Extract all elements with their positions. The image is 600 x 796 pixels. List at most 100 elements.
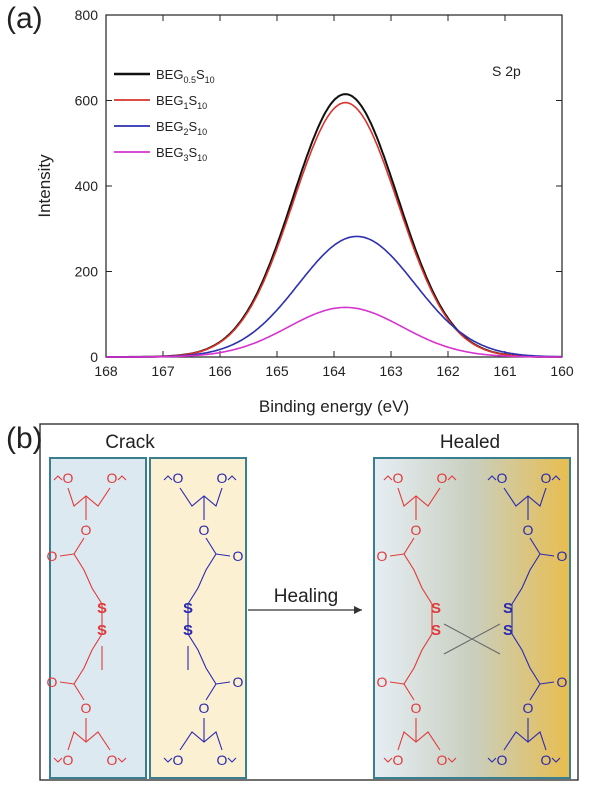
- bond-line: [447, 475, 457, 481]
- crack-right-polymer-box: [149, 457, 247, 779]
- bond-line: [163, 475, 173, 481]
- oxygen-atom: O: [81, 700, 92, 716]
- x-tick-label: 160: [550, 363, 574, 379]
- x-axis: 168 167 166 165 164 163 162 161 160: [94, 15, 574, 379]
- bond-line: [73, 633, 103, 701]
- bond-line: [389, 553, 405, 557]
- bond-line: [383, 757, 393, 763]
- y-tick-label: 600: [75, 93, 99, 109]
- sulfur-atom: S: [183, 600, 193, 617]
- oxygen-atom: O: [173, 752, 184, 768]
- oxygen-atom: O: [199, 700, 210, 716]
- oxygen-atom: O: [437, 470, 448, 486]
- oxygen-atom: O: [523, 700, 534, 716]
- healed-title: Healed: [440, 432, 500, 453]
- oxygen-atom: O: [47, 674, 58, 690]
- oxygen-atom: O: [173, 470, 184, 486]
- bond-line: [389, 681, 405, 685]
- bond-line: [163, 757, 173, 763]
- x-tick-label: 165: [265, 363, 289, 379]
- bond-line: [539, 681, 555, 685]
- bond-line: [227, 757, 237, 763]
- oxygen-atom: O: [411, 522, 422, 538]
- oxygen-atom: O: [81, 522, 92, 538]
- sulfur-atom: S: [97, 600, 107, 617]
- legend-entry: BEG2S10: [156, 119, 207, 137]
- bond-line: [511, 633, 541, 701]
- bond-line: [447, 757, 457, 763]
- bond-line: [487, 757, 497, 763]
- series-line-2: [106, 101, 562, 358]
- oxygen-atom: O: [63, 752, 74, 768]
- x-tick-label: 167: [151, 363, 175, 379]
- oxygen-atom: O: [107, 752, 118, 768]
- oxygen-atom: O: [411, 700, 422, 716]
- oxygen-atom: O: [199, 522, 210, 538]
- oxygen-atom: O: [393, 752, 404, 768]
- y-tick-label: 200: [75, 264, 99, 280]
- bond-line: [73, 537, 103, 605]
- x-tick-label: 164: [322, 363, 346, 379]
- y-axis: 0 200 400 600 800: [75, 7, 562, 365]
- bond-line: [117, 475, 127, 481]
- y-tick-label: 0: [90, 349, 98, 365]
- sulfur-atom: S: [431, 622, 441, 639]
- legend-entry: BEG1S10: [156, 93, 207, 111]
- oxygen-atom: O: [541, 752, 552, 768]
- healed-red-chain: O O O O S O O O O S: [377, 470, 501, 768]
- healing-scheme: Crack Healed O O O O S O O O O S O O O O S O O O O S O O O O S…: [39, 423, 579, 781]
- bond-line: [215, 553, 231, 557]
- legend: BEG0.5S10 BEG1S10 BEG2S10 BEG3S10: [114, 67, 215, 163]
- oxygen-atom: O: [393, 470, 404, 486]
- sulfur-atom: S: [503, 622, 513, 639]
- x-tick-label: 162: [436, 363, 460, 379]
- crack-title: Crack: [105, 432, 155, 453]
- bond-line: [53, 475, 63, 481]
- x-tick-label: 163: [379, 363, 403, 379]
- bond-line: [187, 537, 217, 605]
- healed-blue-chain: O O O O S O O O O S: [487, 470, 568, 768]
- oxygen-atom: O: [497, 470, 508, 486]
- bond-line: [117, 757, 127, 763]
- healing-arrow-head: [354, 606, 362, 614]
- bond-line: [511, 537, 541, 605]
- bond-line: [403, 633, 433, 701]
- oxygen-atom: O: [63, 470, 74, 486]
- oxygen-atom: O: [47, 548, 58, 564]
- bond-line: [383, 475, 393, 481]
- bond-line: [551, 475, 561, 481]
- series-lines: [106, 93, 563, 358]
- oxygen-atom: O: [233, 548, 244, 564]
- bond-line: [403, 537, 433, 605]
- oxygen-atom: O: [557, 674, 568, 690]
- bond-line: [551, 757, 561, 763]
- oxygen-atom: O: [541, 470, 552, 486]
- spectrum-annotation: S 2p: [492, 63, 521, 79]
- oxygen-atom: O: [377, 548, 388, 564]
- sulfur-atom: S: [431, 600, 441, 617]
- bond-line: [59, 553, 75, 557]
- legend-entry: BEG3S10: [156, 145, 207, 163]
- x-tick-label: 161: [493, 363, 517, 379]
- bond-line: [59, 681, 75, 685]
- oxygen-atom: O: [437, 752, 448, 768]
- panel-label-a: (a): [6, 2, 43, 35]
- series-line-4: [106, 306, 562, 358]
- x-axis-title: Binding energy (eV): [259, 397, 409, 416]
- panel-label-b: (b): [6, 422, 43, 455]
- bond-line: [227, 475, 237, 481]
- y-axis-title: Intensity: [35, 154, 54, 218]
- oxygen-atom: O: [377, 674, 388, 690]
- oxygen-atom: O: [523, 522, 534, 538]
- legend-entry: BEG0.5S10: [156, 67, 215, 85]
- oxygen-atom: O: [233, 674, 244, 690]
- y-tick-label: 400: [75, 178, 99, 194]
- x-tick-label: 166: [208, 363, 232, 379]
- y-tick-label: 800: [75, 7, 99, 23]
- oxygen-atom: O: [497, 752, 508, 768]
- healing-label: Healing: [274, 586, 338, 607]
- scheme-frame: [39, 423, 579, 781]
